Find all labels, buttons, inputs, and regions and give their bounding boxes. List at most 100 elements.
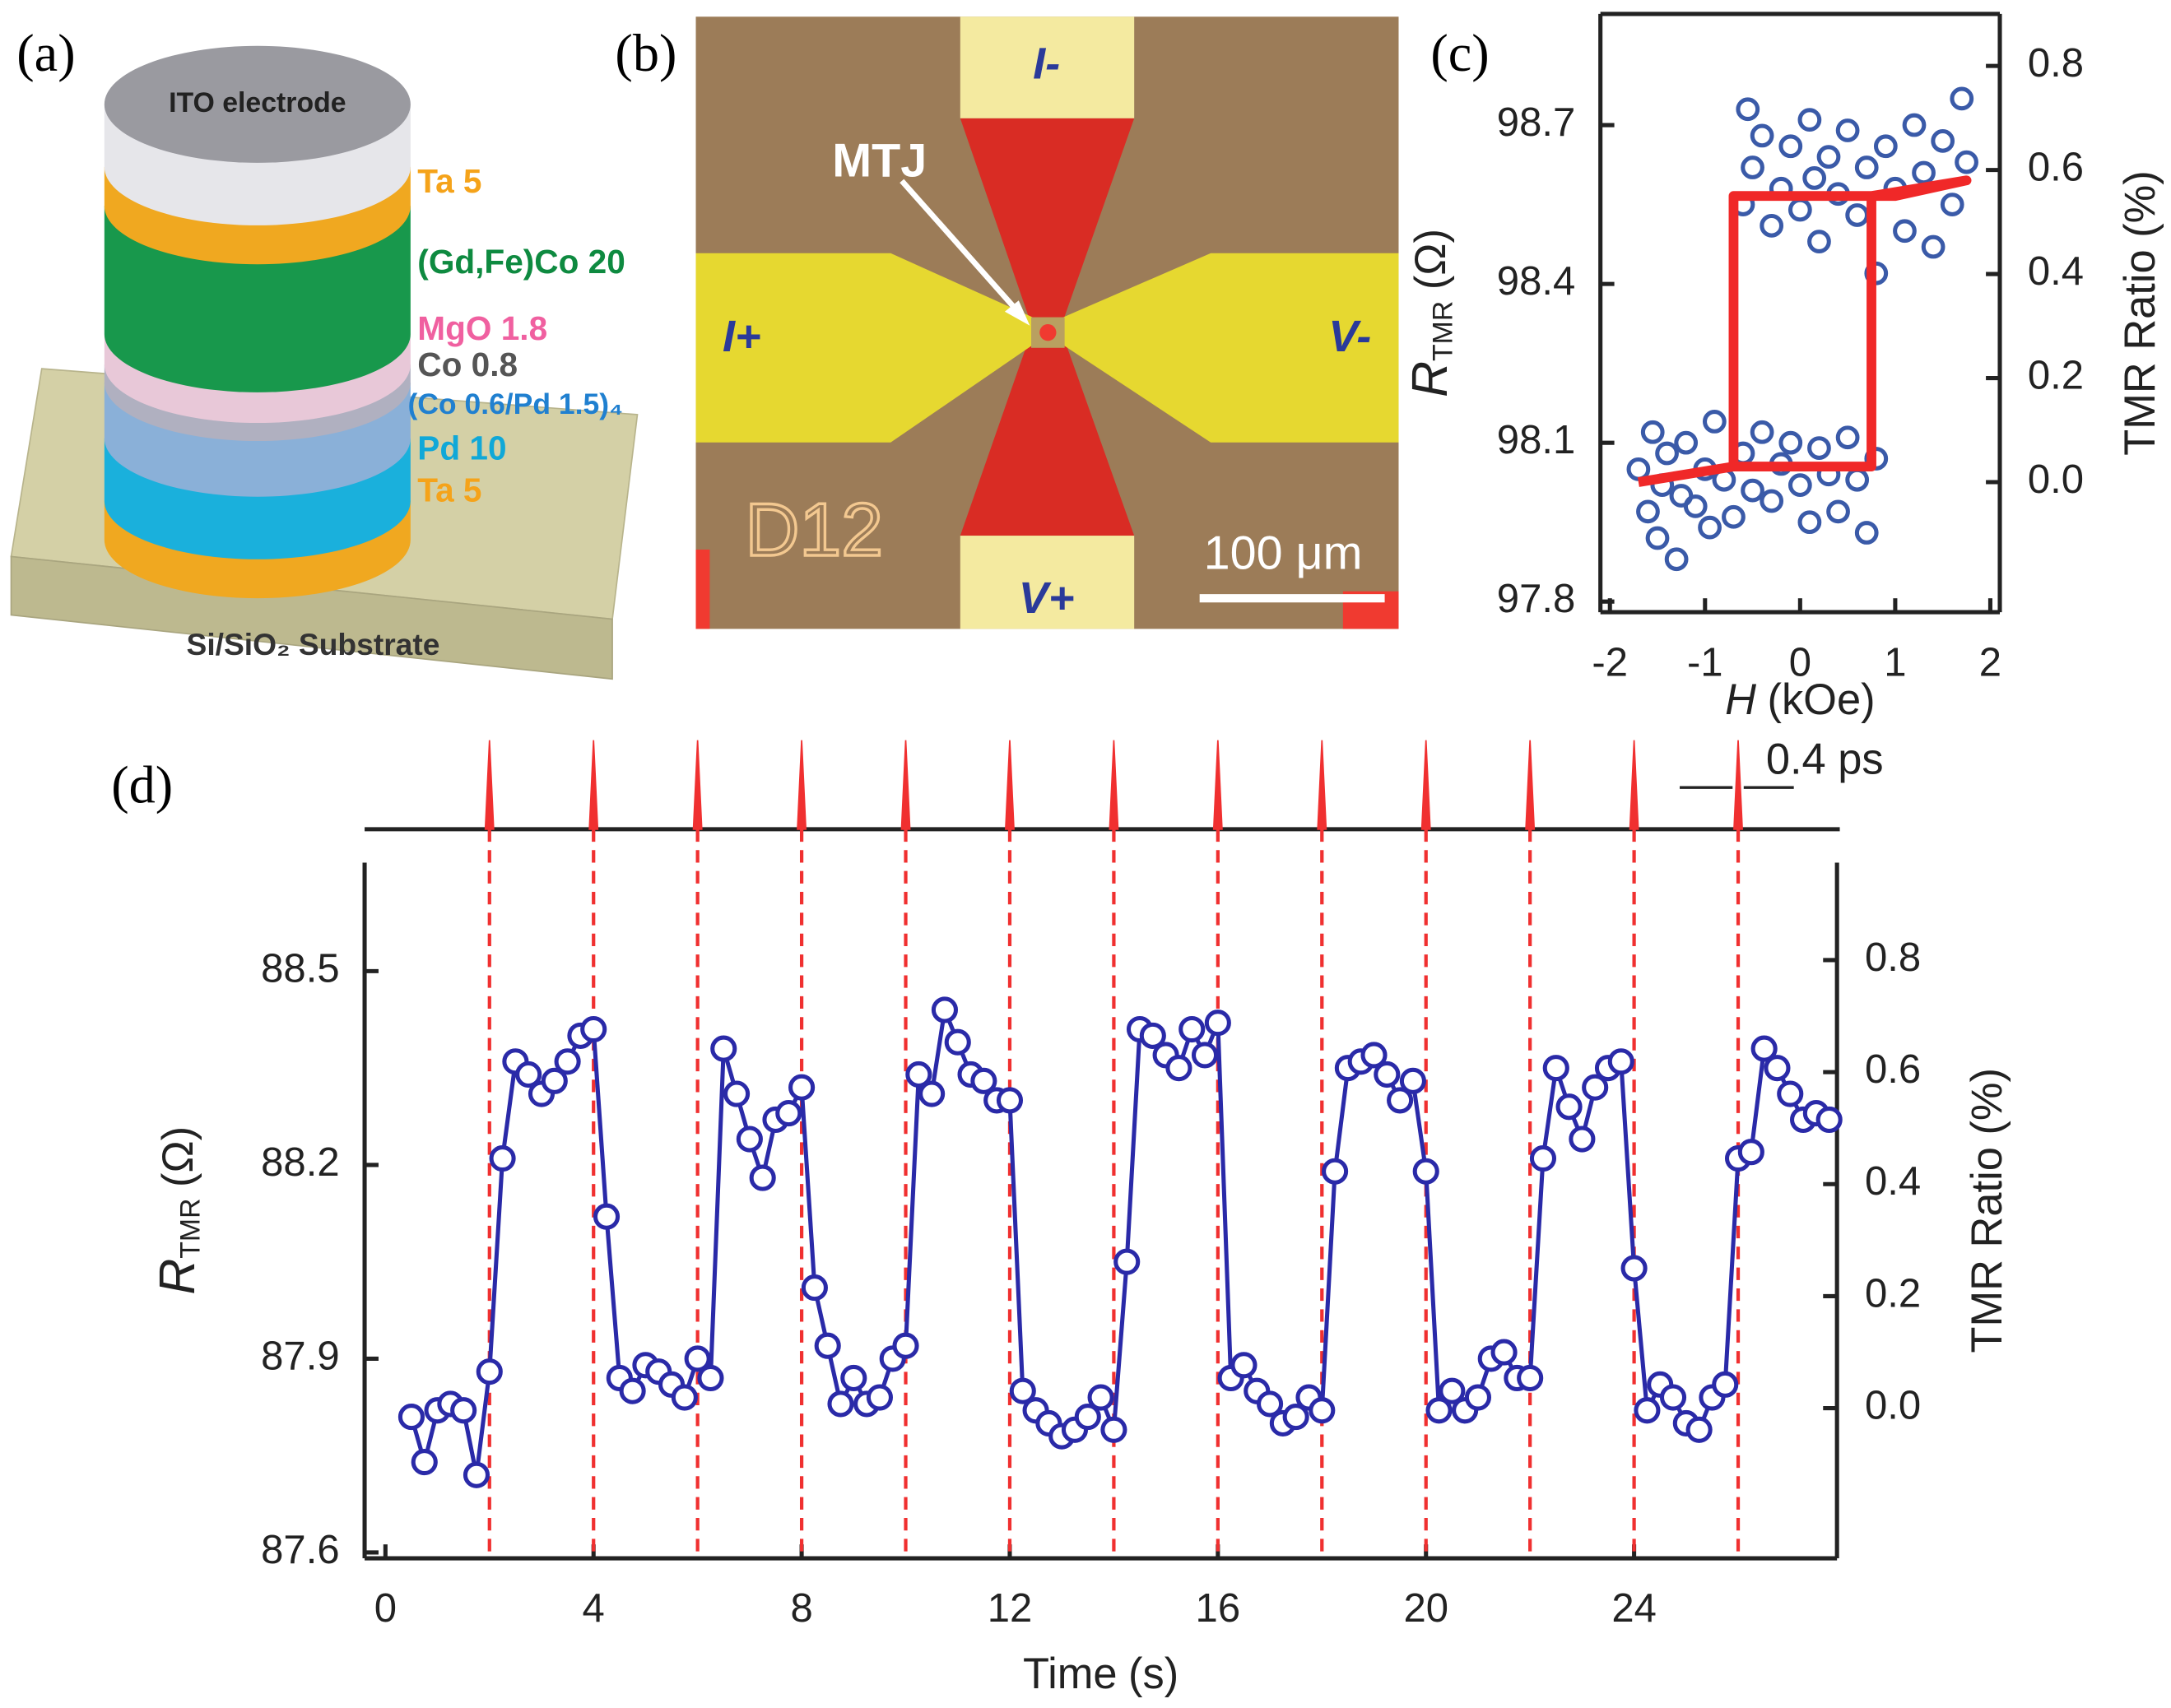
y-tick-label: 87.6 [261,1528,339,1572]
substrate-label: Si/SiO₂ Substrate [187,627,440,661]
data-point [450,1397,477,1424]
y-label-unit: (Ω) [1407,229,1455,290]
data-point [1607,1048,1634,1075]
data-point [1230,1352,1258,1379]
data-point [1893,219,1917,244]
y-tick-label: 88.5 [261,946,339,991]
x-tick-label: 20 [1403,1586,1448,1631]
data-point [1764,1055,1791,1082]
data-point [996,1087,1024,1114]
data-point [619,1377,646,1404]
pulse [484,740,495,830]
data-point [1737,1139,1764,1166]
data-point [827,1390,854,1418]
data-point [1412,1158,1439,1185]
mtj-dot [1039,324,1057,341]
data-point [476,1358,503,1385]
data-point [1702,410,1727,434]
data-point [1204,1009,1231,1037]
data-point [944,1028,971,1056]
y-axis-label: RTMR (Ω) [1402,229,1458,397]
layer-label: Ta 5 [417,471,481,508]
panel-label: (a) [16,24,75,82]
layer-label: Ta 5 [417,162,481,200]
data-point [397,1404,425,1431]
data-point [866,1384,893,1411]
data-point [1921,234,1946,259]
y-label-sub: TMR [1427,301,1458,361]
x-axis-label: H (kOe) [1725,676,1875,724]
layer-label: (Co 0.6/Pd 1.5)₄ [407,388,623,420]
data-point [1797,510,1822,535]
x-tick-label: 0 [1789,640,1811,685]
data-point [1100,1416,1127,1443]
pulse [1109,740,1119,830]
data-point [1464,1384,1492,1411]
data-point [1845,467,1870,492]
data-point [1620,1255,1648,1282]
data-point [1645,526,1670,550]
pulse [1733,740,1743,830]
terminal: I+ [723,312,761,361]
x-tick-label: 4 [583,1586,605,1631]
y-label-var: R [1402,361,1457,397]
data-point [1741,155,1764,179]
data-point [1582,1074,1609,1101]
pad [960,16,1135,118]
data-point [970,1067,997,1094]
panel-label: (c) [1430,24,1489,82]
y2-tick-label: 0.6 [1865,1047,1921,1092]
x-tick-label: 24 [1611,1586,1657,1631]
data-point [1683,494,1708,518]
substrate-front [10,555,613,680]
x-tick-label: -1 [1687,640,1723,685]
data-point [1517,1364,1544,1392]
data-point [736,1126,763,1153]
pulse [1005,740,1015,830]
data-point [1835,118,1860,142]
data-point [1787,197,1812,222]
data-point [1760,213,1784,238]
data-point [1722,504,1746,529]
data-point [1777,1080,1804,1107]
data-point [788,1074,816,1101]
data-point [1802,166,1827,190]
data-point [1360,1042,1388,1069]
data-point [515,1061,542,1088]
y2-tick-label: 0.4 [1865,1159,1921,1204]
data-point [1854,155,1879,179]
data-point [1655,441,1679,466]
y2-axis-label: TMR Ratio (%) [2117,170,2164,455]
data-point [1712,1371,1739,1398]
data-point [1542,1055,1569,1082]
data-point [554,1048,581,1075]
data-point [489,1144,516,1172]
data-point [684,1345,711,1372]
data-point [1256,1390,1284,1418]
layer-label: MgO 1.8 [417,309,547,347]
y-tick-label: 88.2 [261,1140,339,1185]
data-point [1902,113,1927,137]
y-tick-label: 98.4 [1497,259,1575,304]
x-tick-label: 0 [374,1586,397,1631]
x-tick-label: 2 [1979,640,2001,685]
data-point [671,1384,698,1411]
pulse [1212,740,1223,830]
y2-axis-label: TMR Ratio (%) [1964,1068,2011,1353]
pulse [1525,740,1536,830]
data-point [1807,230,1831,253]
cylinder [104,45,411,599]
data-point [775,1100,802,1127]
top-label: ITO electrode [169,87,346,118]
data-point [1282,1404,1309,1431]
data-point [1873,134,1898,159]
data-point [1931,128,1955,153]
panel-label: (d) [111,755,173,814]
x-tick-label: 8 [790,1586,812,1631]
data-point [580,1015,607,1043]
pad [960,536,1135,629]
data-point [1815,1106,1843,1134]
mtj-label: MTJ [832,135,927,188]
data-line [1637,175,1972,487]
